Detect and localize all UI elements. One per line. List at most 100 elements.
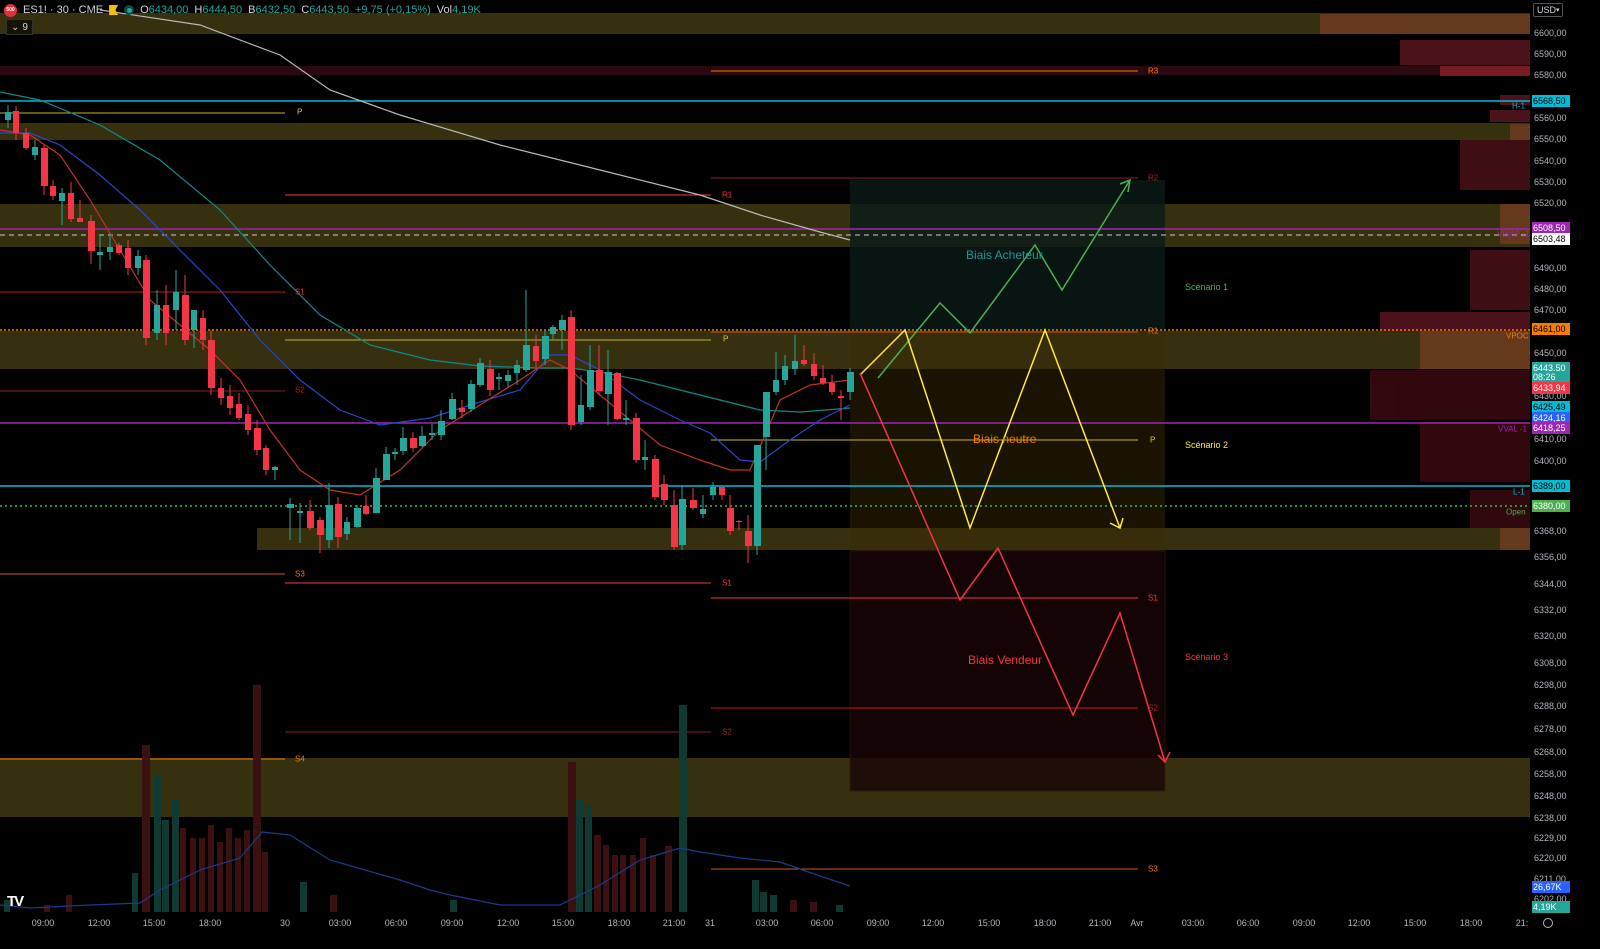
volume-profile	[1320, 14, 1530, 550]
price-tick: 6560,00	[1534, 113, 1567, 123]
open-value: 6434,00	[148, 4, 189, 16]
time-tick: 06:00	[1236, 918, 1260, 928]
price-tick: 6220,00	[1534, 853, 1567, 863]
price-tick: 6288,00	[1534, 701, 1567, 711]
volume-bars	[4, 685, 843, 912]
time-tick: 15:00	[142, 918, 166, 928]
symbol-legend: 500 ES1! · 30 · CME O6434,00 H6444,50 B6…	[4, 3, 481, 17]
buy-bias-label: Biais Acheteur	[966, 248, 1043, 262]
level-label: L-1	[1513, 487, 1525, 497]
time-tick: Avr	[1130, 918, 1144, 928]
price-badge: 6425,49	[1532, 401, 1570, 413]
level-label: S2	[295, 385, 305, 395]
price-badge: 6389,00	[1532, 480, 1570, 492]
indicators-count: 9	[22, 21, 28, 33]
level-label: S1	[722, 578, 732, 588]
price-badge: 4,19K	[1532, 901, 1570, 913]
price-badge: 6418,25	[1532, 422, 1570, 434]
tradingview-logo-icon[interactable]: TV	[7, 893, 24, 910]
level-label: VWAP -1	[1497, 229, 1530, 239]
time-tick: 06:00	[810, 918, 834, 928]
time-tick: 18:00	[607, 918, 631, 928]
level-label: S1	[1148, 593, 1158, 603]
low-label: B	[248, 4, 256, 16]
price-badge: 6503,48	[1532, 233, 1570, 245]
neutral-scenario-box	[850, 331, 1165, 551]
scenario-2-path	[859, 327, 1124, 531]
level-lines	[0, 70, 1530, 870]
scenario-3-label: Scénario 3	[1185, 652, 1229, 662]
sell-bias-label: Biais Vendeur	[968, 653, 1043, 667]
close-label: C	[301, 4, 310, 16]
time-tick: 09:00	[1292, 918, 1316, 928]
level-label: S3	[1148, 864, 1158, 874]
price-tick: 6400,00	[1534, 456, 1567, 466]
time-tick: 03:00	[755, 918, 779, 928]
level-label: P	[297, 107, 303, 117]
candlesticks	[5, 105, 854, 563]
level-label: S1	[295, 287, 305, 297]
level-label: H-1	[1512, 101, 1525, 111]
time-tick: 12:00	[1347, 918, 1371, 928]
price-tick: 6248,00	[1534, 791, 1567, 801]
price-tick: 6278,00	[1534, 724, 1567, 734]
neutral-bias-label: Biais neutre	[973, 432, 1037, 446]
volume-ma-line	[0, 831, 851, 909]
price-tick: 6368,00	[1534, 526, 1567, 536]
time-tick: 31	[704, 918, 716, 928]
symbol-logo-icon: 500	[4, 3, 17, 17]
price-tick: 6356,00	[1534, 552, 1567, 562]
price-tick: 6550,00	[1534, 134, 1567, 144]
price-tick: 6308,00	[1534, 658, 1567, 668]
time-tick: 12:00	[496, 918, 520, 928]
ma-red-line	[0, 129, 851, 496]
time-tick: 12:00	[87, 918, 111, 928]
chevron-down-icon: ⌄	[11, 21, 20, 33]
market-status-icon	[124, 5, 135, 15]
price-tick: 6211,00	[1534, 874, 1566, 884]
price-tick: 6430,00	[1534, 391, 1567, 401]
price-tick: 6229,00	[1534, 833, 1567, 843]
scenario-1-label: Scénario 1	[1185, 282, 1229, 292]
symbol-name[interactable]: ES1! · 30 · CME	[23, 4, 104, 16]
price-tick: 6238,00	[1534, 813, 1567, 823]
change-value: +9,75 (+0,15%)	[354, 4, 431, 16]
time-tick: 06:00	[384, 918, 408, 928]
settings-gear-icon[interactable]	[1543, 918, 1553, 928]
price-tick: 6332,00	[1534, 605, 1567, 615]
indicators-toggle-button[interactable]: ⌄ 9	[6, 19, 33, 35]
time-tick: 09:00	[31, 918, 55, 928]
ma-200-line	[99, 9, 851, 241]
price-tick: 6530,00	[1534, 177, 1567, 187]
currency-selector[interactable]: USD ▾	[1533, 3, 1563, 17]
scenario-3-path	[859, 372, 1171, 764]
time-tick: 18:00	[198, 918, 222, 928]
scenario-2-label: Scénario 2	[1185, 440, 1229, 450]
high-value: 6444,50	[202, 4, 243, 16]
time-tick: 12:00	[921, 918, 945, 928]
level-label: P	[723, 334, 729, 344]
price-chart-canvas[interactable]	[0, 0, 1530, 949]
price-tick: 6600,00	[1534, 28, 1567, 38]
level-label: R3	[1148, 66, 1159, 76]
sell-scenario-box	[849, 550, 1166, 792]
level-label: S2	[722, 727, 732, 737]
price-tick: 6450,00	[1534, 348, 1567, 358]
price-badge: 08:26	[1532, 371, 1570, 383]
price-tick: 6540,00	[1534, 156, 1567, 166]
scenario-1-path	[877, 178, 1131, 379]
time-tick: 03:00	[1181, 918, 1205, 928]
level-label: S3	[295, 569, 305, 579]
time-tick: 03:00	[328, 918, 352, 928]
time-tick: 15:00	[551, 918, 575, 928]
time-tick: 18:00	[1459, 918, 1483, 928]
price-tick: 6268,00	[1534, 747, 1567, 757]
time-tick: 21:	[1515, 918, 1529, 928]
price-axis[interactable]	[1530, 0, 1600, 949]
price-badge: 6433,94	[1532, 382, 1570, 394]
flag-icon[interactable]	[109, 5, 119, 15]
low-value: 6432,50	[255, 4, 296, 16]
price-tick: 6590,00	[1534, 49, 1567, 59]
time-tick: 18:00	[1033, 918, 1057, 928]
currency-value: USD	[1537, 5, 1557, 15]
